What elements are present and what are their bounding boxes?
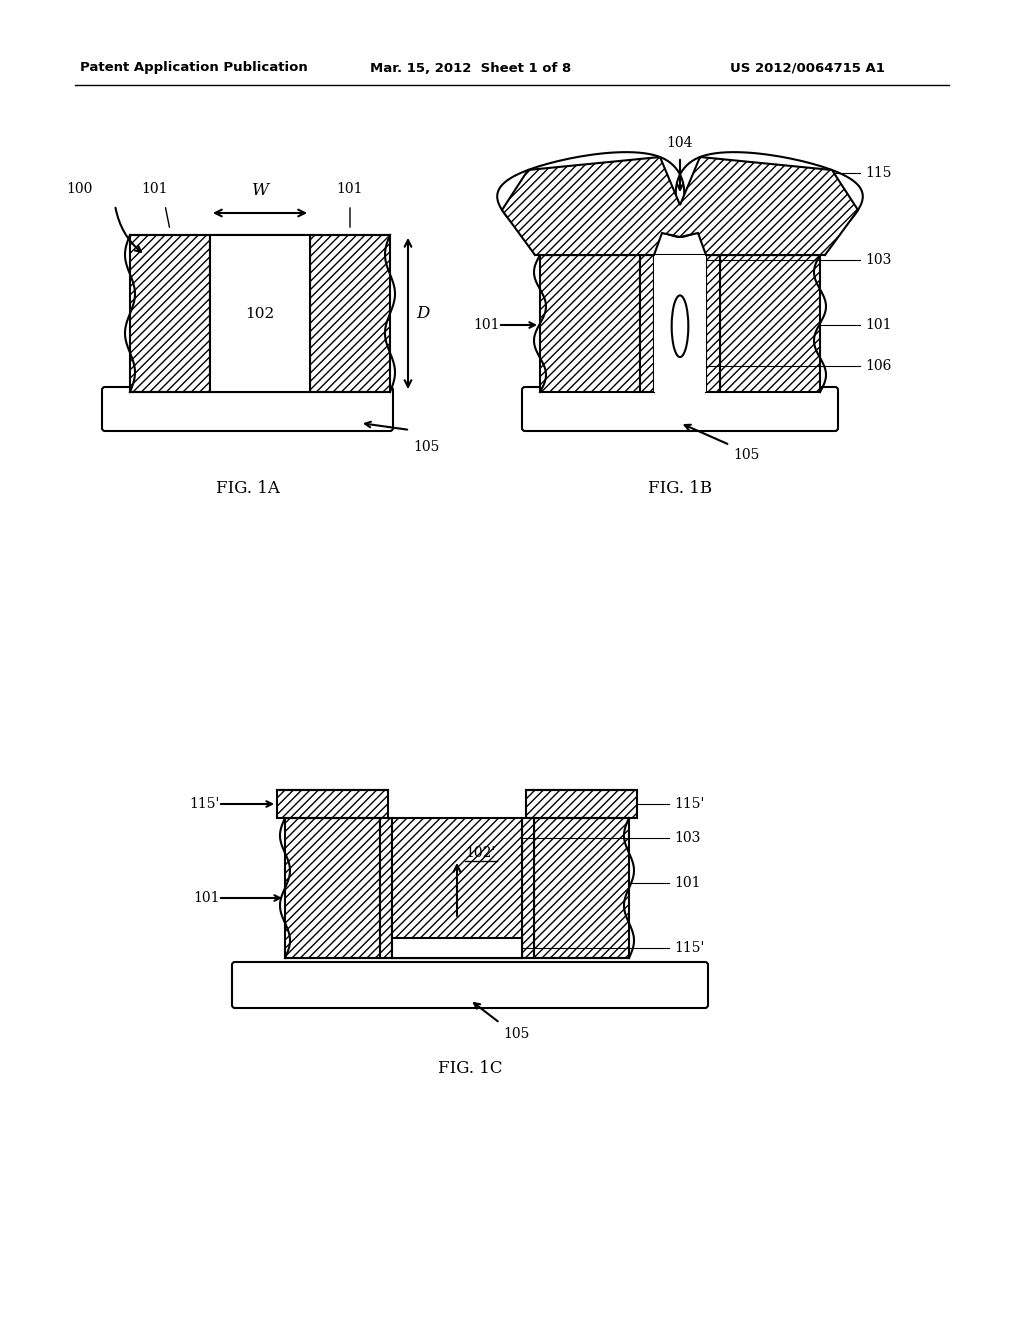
Bar: [526, 789, 637, 818]
Text: 102: 102: [246, 306, 274, 321]
Bar: [522, 818, 534, 958]
Bar: [640, 255, 654, 392]
Bar: [310, 235, 390, 392]
Ellipse shape: [672, 296, 688, 358]
FancyBboxPatch shape: [522, 387, 838, 432]
Bar: [392, 939, 522, 958]
Text: 103: 103: [865, 253, 891, 267]
Text: FIG. 1C: FIG. 1C: [437, 1060, 502, 1077]
Text: 105: 105: [503, 1027, 529, 1041]
Text: 115: 115: [865, 166, 892, 180]
Text: 106: 106: [865, 359, 891, 374]
Text: D: D: [416, 305, 429, 322]
Text: 115': 115': [189, 797, 220, 810]
Text: 105: 105: [733, 447, 760, 462]
Text: 102': 102': [465, 846, 496, 861]
Bar: [706, 255, 720, 392]
Text: US 2012/0064715 A1: US 2012/0064715 A1: [730, 62, 885, 74]
Bar: [278, 789, 388, 818]
Polygon shape: [502, 157, 858, 255]
FancyBboxPatch shape: [102, 387, 393, 432]
Text: 103: 103: [674, 832, 700, 845]
Text: 105: 105: [413, 440, 439, 454]
Text: 101: 101: [337, 182, 364, 195]
Text: FIG. 1B: FIG. 1B: [648, 480, 712, 498]
Text: 115': 115': [674, 797, 705, 810]
Text: 101: 101: [473, 318, 500, 333]
Bar: [210, 235, 310, 392]
Bar: [540, 255, 640, 392]
Bar: [720, 255, 820, 392]
Text: 101: 101: [194, 891, 220, 906]
Bar: [654, 255, 706, 392]
Text: W: W: [252, 182, 268, 199]
Text: 104: 104: [667, 136, 693, 150]
Bar: [380, 818, 392, 958]
Text: Mar. 15, 2012  Sheet 1 of 8: Mar. 15, 2012 Sheet 1 of 8: [370, 62, 571, 74]
Bar: [392, 818, 522, 958]
Text: 101: 101: [865, 318, 892, 333]
Bar: [130, 235, 210, 392]
Text: 115': 115': [674, 941, 705, 954]
Text: 100: 100: [67, 182, 93, 195]
Text: Patent Application Publication: Patent Application Publication: [80, 62, 308, 74]
Text: 101: 101: [141, 182, 168, 195]
Bar: [285, 818, 380, 958]
Bar: [534, 818, 629, 958]
Text: FIG. 1A: FIG. 1A: [216, 480, 280, 498]
FancyBboxPatch shape: [232, 962, 708, 1008]
Text: 101: 101: [674, 876, 700, 890]
